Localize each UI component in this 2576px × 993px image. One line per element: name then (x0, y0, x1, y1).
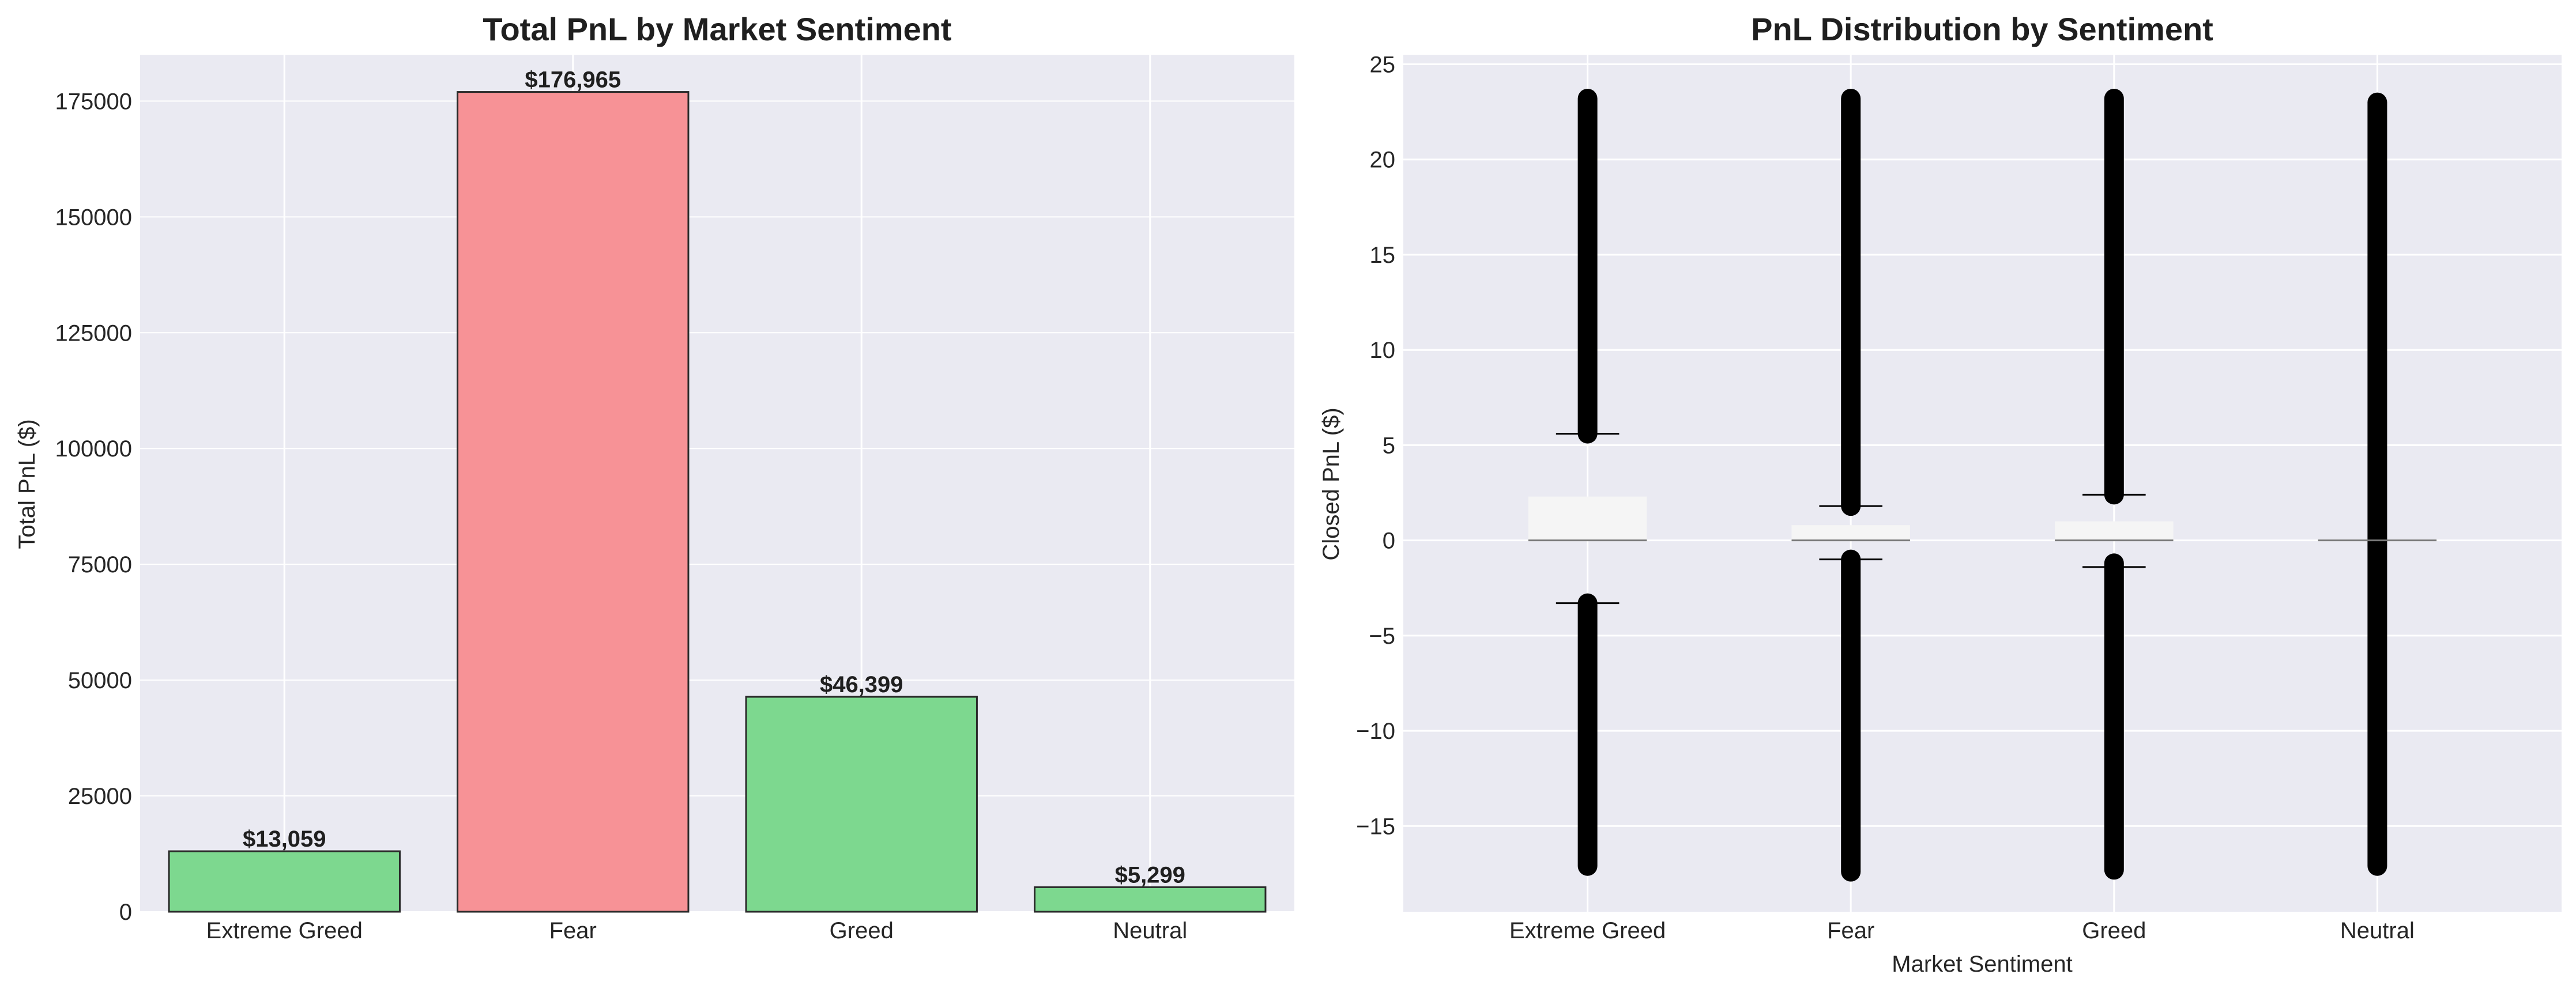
bar-y-tick-label: 50000 (68, 668, 132, 693)
bar-data-label: $46,399 (820, 672, 903, 697)
box-x-axis-label: Market Sentiment (1892, 952, 2072, 977)
bar-y-tick-label: 175000 (55, 89, 132, 114)
box-x-tick-label: Greed (2082, 918, 2146, 943)
bar-x-tick-label: Neutral (1113, 918, 1187, 943)
box-chart-title: PnL Distribution by Sentiment (1751, 11, 2213, 47)
box-iqr (1528, 496, 1647, 541)
box-plot-area (1403, 55, 2562, 912)
box-y-tick-label: 0 (1383, 528, 1395, 554)
bar-data-label: $176,965 (525, 67, 621, 93)
box-y-ticks: −15 −10 −5 0 5 10 15 20 25 (1356, 52, 1395, 840)
bar-y-tick-label: 0 (119, 900, 132, 925)
bar-y-ticks: 0 25000 50000 75000 100000 125000 150000 175000 (55, 89, 132, 925)
bar-x-tick-label: Fear (549, 918, 597, 943)
box-x-tick-label: Extreme Greed (1509, 918, 1666, 943)
bar-marks: $13,059 $176,965 $46,399 $5,299 (168, 67, 1267, 913)
bar-y-tick-label: 150000 (55, 205, 132, 230)
bar-extreme-greed (168, 850, 401, 913)
box-y-tick-label: 20 (1370, 148, 1396, 173)
box-x-tick-label: Fear (1827, 918, 1874, 943)
box-y-axis-label: Closed PnL ($) (1319, 407, 1344, 560)
bar-chart-title: Total PnL by Market Sentiment (483, 11, 951, 47)
box-y-tick-label: −10 (1356, 719, 1395, 744)
box-x-ticks: Extreme Greed Fear Greed Neutral (1509, 918, 2415, 943)
box-y-tick-label: −15 (1356, 814, 1395, 839)
bar-x-tick-label: Greed (830, 918, 894, 943)
bar-data-label: $13,059 (243, 826, 326, 852)
box-y-tick-label: 15 (1370, 243, 1396, 268)
box-iqr (1791, 525, 1910, 541)
box-iqr (2055, 521, 2174, 541)
bar-fear (457, 91, 690, 913)
box-y-tick-label: −5 (1369, 624, 1395, 649)
bar-x-tick-label: Extreme Greed (206, 918, 363, 943)
box-chart: −15 −10 −5 0 5 10 15 20 25 Extreme Greed Fear Gree… (1319, 11, 2562, 977)
bar-chart: $13,059 $176,965 $46,399 $5,299 0 25000 50000… (14, 11, 1294, 943)
box-marks (1528, 89, 2437, 882)
box-y-tick-label: 10 (1370, 338, 1396, 363)
bar-y-tick-label: 75000 (68, 552, 132, 577)
box-y-tick-label: 25 (1370, 52, 1396, 78)
bar-data-label: $5,299 (1115, 862, 1185, 888)
bar-y-tick-label: 100000 (55, 436, 132, 462)
bar-y-tick-label: 25000 (68, 784, 132, 809)
bar-plot-area (140, 55, 1294, 912)
bar-greed (745, 696, 978, 913)
bar-y-tick-label: 125000 (55, 320, 132, 346)
box-y-tick-label: 5 (1383, 433, 1395, 458)
bar-x-ticks: Extreme Greed Fear Greed Neutral (206, 918, 1188, 943)
bar-y-axis-label: Total PnL ($) (14, 419, 40, 549)
box-x-tick-label: Neutral (2340, 918, 2415, 943)
bar-neutral (1034, 886, 1267, 913)
